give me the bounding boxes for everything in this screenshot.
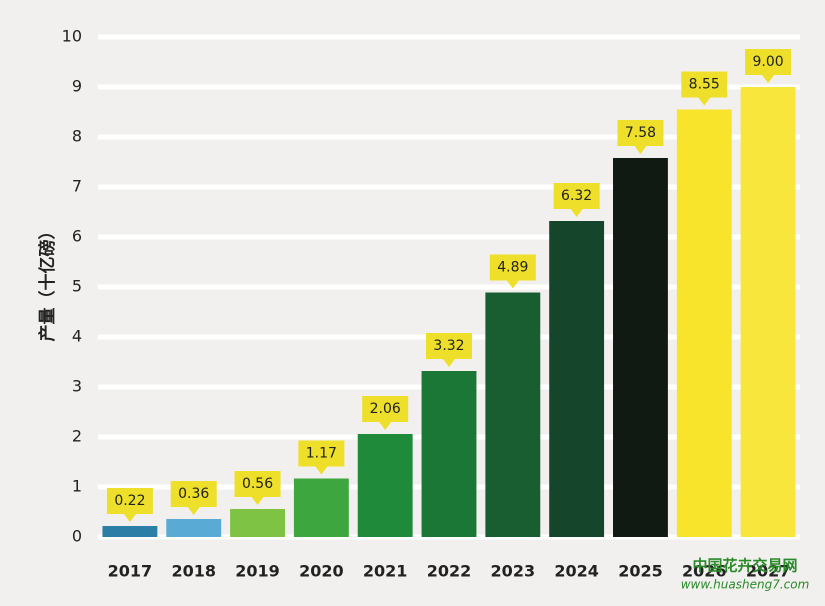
value-label: 8.55 [689,77,720,93]
bar [485,292,541,537]
value-callout [681,71,728,106]
value-label: 2.06 [370,401,401,417]
value-label: 0.36 [178,486,209,502]
x-tick-label: 2025 [618,562,663,581]
y-axis-label: 产量（十亿磅） [37,223,58,342]
value-label: 0.56 [242,476,273,492]
x-tick-label: 2022 [427,562,472,581]
y-tick-label: 5 [72,277,82,296]
value-callout [426,333,472,367]
value-label: 7.58 [625,125,656,141]
value-callout [745,49,792,83]
bar [166,519,222,537]
x-tick-label: 2026 [682,562,727,581]
watermark-url: www.huasheng7.com [681,578,810,592]
bar [102,526,158,537]
value-callout [362,396,409,430]
bar [293,478,349,537]
value-callout [106,488,153,522]
value-label: 6.32 [561,188,592,204]
value-label: 4.89 [497,260,528,276]
bar [357,434,413,537]
y-tick-label: 4 [72,327,82,346]
bar [549,221,605,537]
bar [230,509,285,537]
x-tick-label: 2019 [235,562,280,581]
value-callout [170,481,217,515]
value-callout [489,254,536,289]
value-callout [234,471,281,505]
bar [613,158,668,537]
y-tick-label: 6 [72,227,82,246]
value-label: 9.00 [753,54,784,70]
value-callout [617,120,664,154]
x-tick-label: 2024 [554,562,599,581]
value-label: 1.17 [306,446,337,462]
y-tick-label: 7 [72,177,82,196]
y-tick-label: 10 [62,27,82,46]
value-label: 3.32 [433,338,464,354]
y-tick-label: 3 [72,377,82,396]
bar [421,371,477,537]
bar [676,109,732,537]
y-tick-label: 9 [72,77,82,96]
y-tick-label: 2 [72,427,82,446]
y-tick-label: 8 [72,127,82,146]
watermark-name: 中国花卉交易网 [692,557,797,575]
x-tick-label: 2023 [491,562,536,581]
value-callout [298,440,345,475]
bar [740,87,796,537]
value-label: 0.22 [114,493,145,509]
x-tick-label: 2021 [363,562,408,581]
value-callout [553,183,600,217]
x-tick-label: 2017 [108,562,153,581]
x-tick-label: 2018 [171,562,216,581]
y-tick-label: 1 [72,477,82,496]
y-tick-label: 0 [72,527,82,546]
x-tick-label: 2020 [299,562,344,581]
x-tick-label: 2027 [746,562,791,581]
